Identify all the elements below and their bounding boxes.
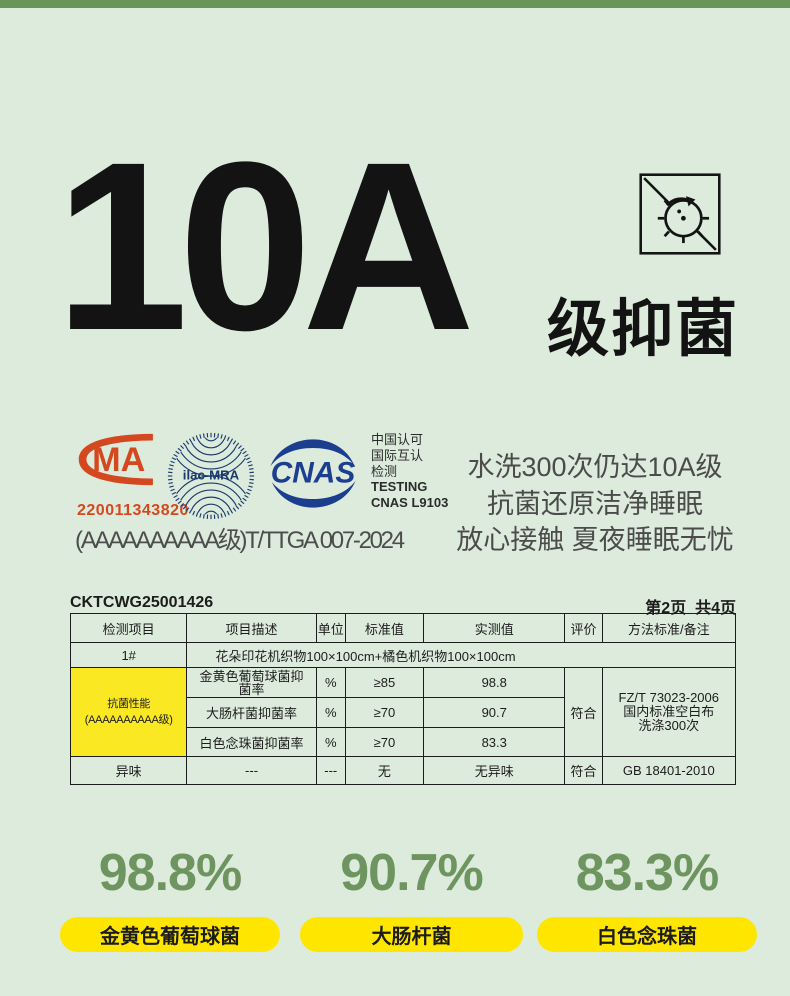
svg-text:MA: MA: [92, 441, 145, 479]
svg-text:CNAS: CNAS: [271, 457, 356, 490]
svg-text:ilac-MRA: ilac-MRA: [183, 468, 240, 483]
